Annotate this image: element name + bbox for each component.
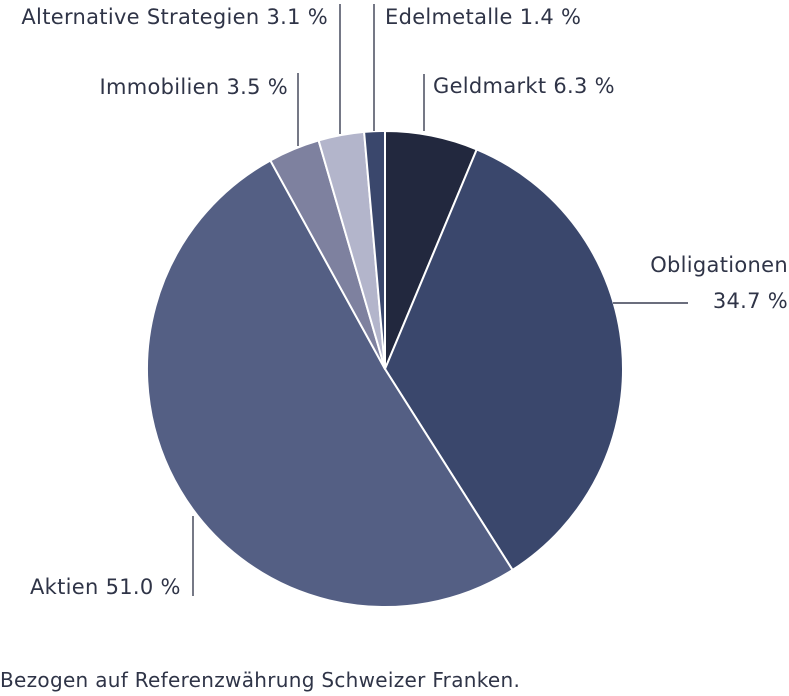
pie-slice-obligationen (384, 148, 624, 571)
slice-label-immobilien: Immobilien 3.5 % (99, 75, 288, 99)
slice-label-edelmetalle: Edelmetalle 1.4 % (385, 5, 581, 29)
leader-lines (192, 4, 688, 596)
slice-labels: Geldmarkt 6.3 % Obligationen 34.7 % Aktien … (21, 5, 788, 599)
pie-slice-edelmetalle (363, 130, 386, 370)
slice-label-aktien: Aktien 51.0 % (30, 575, 181, 599)
pie-slice-aktien (145, 159, 514, 608)
slice-label-alternative-strategien: Alternative Strategien 3.1 % (21, 5, 328, 29)
pie-slices (145, 130, 624, 608)
footnote: Bezogen auf Referenzwährung Schweizer Fr… (0, 668, 521, 692)
slice-label-obligationen-line-2: 34.7 % (713, 289, 788, 313)
slice-label-geldmarkt: Geldmarkt 6.3 % (433, 74, 615, 98)
slice-label-obligationen-line-1: Obligationen (650, 253, 788, 277)
